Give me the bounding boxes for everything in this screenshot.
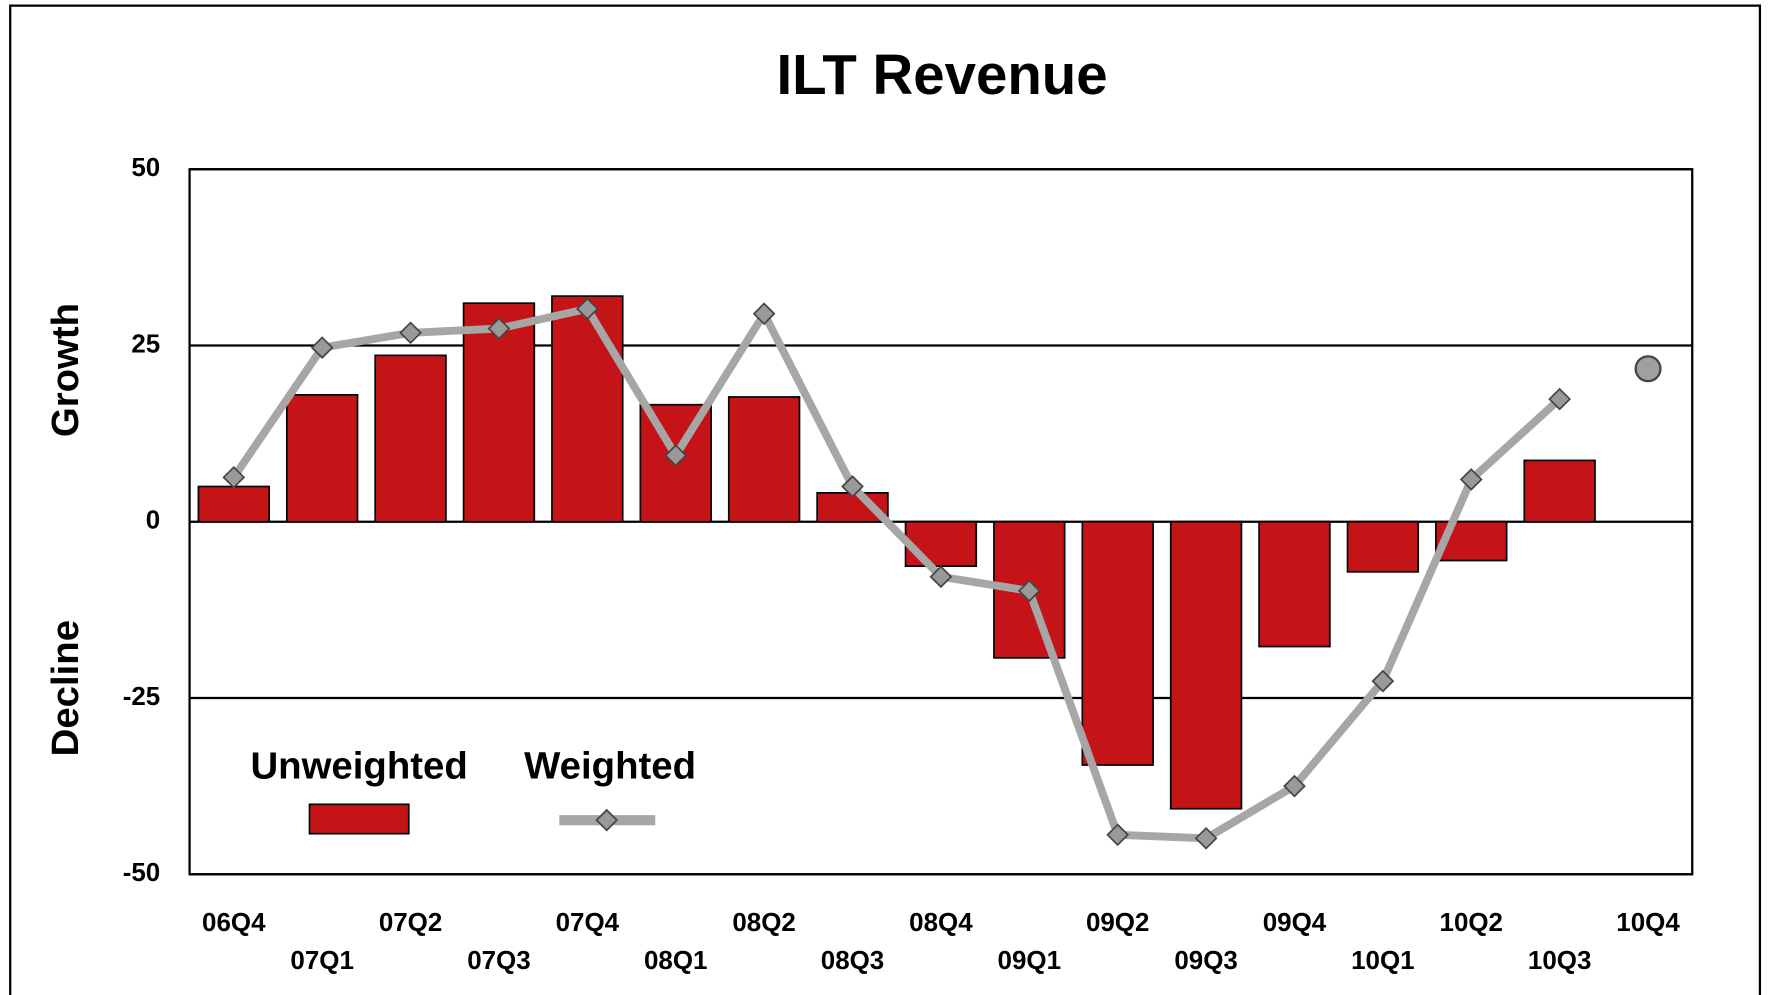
x-tick-label: 09Q2 <box>1086 909 1149 937</box>
bar <box>285 393 359 523</box>
x-tick-label: 10Q2 <box>1440 909 1503 937</box>
y-tick-label: -25 <box>123 683 161 711</box>
line-marker <box>1194 826 1218 850</box>
y-tick-label: 25 <box>131 330 160 358</box>
y-tick-label: 0 <box>146 507 160 535</box>
line-marker <box>310 336 334 359</box>
line <box>230 304 1563 843</box>
point <box>1634 355 1662 383</box>
chart-frame <box>9 4 1762 995</box>
bar <box>1346 520 1420 573</box>
line-marker <box>1106 823 1130 847</box>
x-tick-label: 08Q3 <box>821 947 884 975</box>
bar <box>727 396 801 523</box>
x-tick-label: 07Q1 <box>290 947 353 975</box>
x-tick-label: 09Q4 <box>1263 909 1327 937</box>
x-tick-label: 09Q3 <box>1174 947 1237 975</box>
bar <box>551 295 624 523</box>
x-tick-label: 08Q1 <box>644 947 707 975</box>
x-tick-label: 10Q1 <box>1351 947 1414 975</box>
bar <box>1258 520 1331 648</box>
x-tick-label: 10Q3 <box>1528 947 1591 975</box>
bar <box>1523 459 1596 523</box>
x-tick-label: 07Q3 <box>467 947 530 975</box>
line-marker <box>575 297 599 321</box>
x-tick-label: 07Q2 <box>379 909 442 937</box>
y-tick-label: 50 <box>131 154 160 182</box>
bar <box>374 354 447 523</box>
line-marker <box>1548 387 1571 411</box>
x-tick-label: 10Q4 <box>1616 909 1680 937</box>
line-marker <box>664 444 688 467</box>
legend-swatch <box>308 803 410 835</box>
bar <box>1081 520 1154 766</box>
y-axis-label: Decline <box>44 620 87 756</box>
line-marker <box>929 565 953 589</box>
line-marker <box>399 321 422 345</box>
x-tick-label: 08Q4 <box>909 909 973 937</box>
line-marker <box>752 302 776 326</box>
y-tick-label: -50 <box>123 859 161 887</box>
line-marker <box>222 465 246 489</box>
line-marker <box>487 317 511 340</box>
legend-label: Weighted <box>524 744 696 787</box>
line-marker <box>1017 579 1041 603</box>
x-tick-label: 09Q1 <box>998 947 1061 975</box>
bar <box>904 520 978 568</box>
x-tick-label: 07Q4 <box>556 909 620 937</box>
x-tick-label: 06Q4 <box>202 909 266 937</box>
x-tick-label: 08Q2 <box>732 909 795 937</box>
legend-label: Unweighted <box>250 744 467 787</box>
line-marker <box>1371 669 1395 693</box>
y-axis-label: Growth <box>44 303 87 437</box>
line-marker <box>1459 468 1483 491</box>
legend-swatch <box>595 808 619 832</box>
bar <box>197 485 270 523</box>
bar <box>1169 520 1243 810</box>
line-marker <box>841 475 864 498</box>
chart-title: ILT Revenue <box>776 43 1107 106</box>
line-marker <box>1283 774 1306 798</box>
